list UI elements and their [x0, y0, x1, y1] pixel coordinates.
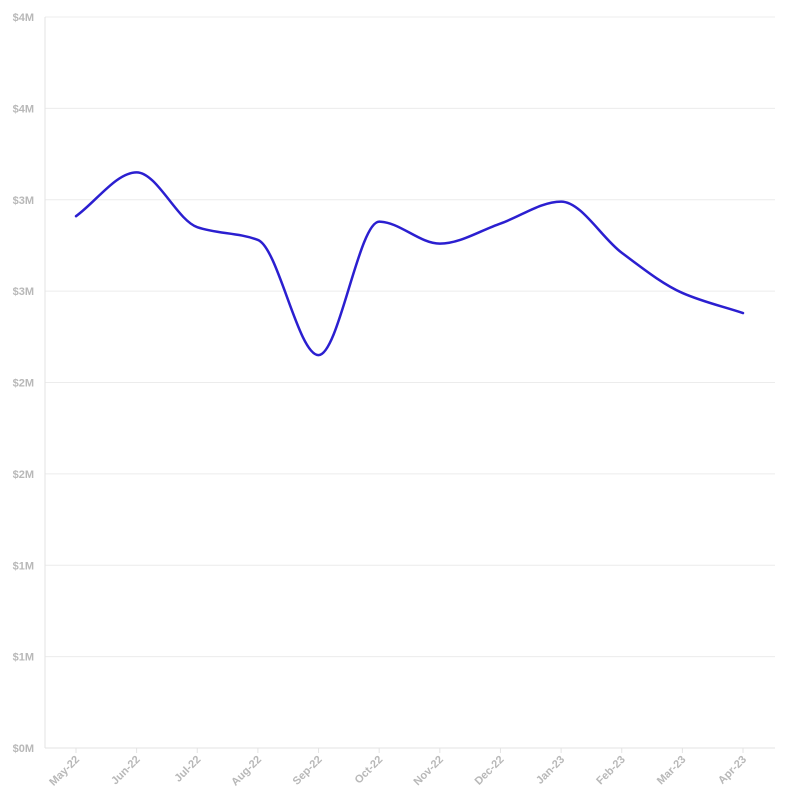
- x-tick-label: Sep-22: [291, 754, 325, 788]
- x-tick-label: May-22: [47, 754, 82, 789]
- x-tick-label: Feb-23: [594, 754, 628, 788]
- y-tick-label: $2M: [13, 469, 34, 481]
- series-line: [74, 171, 745, 357]
- x-tick-label: Aug-22: [229, 754, 264, 789]
- gridlines: [45, 16, 775, 658]
- y-tick-label: $1M: [13, 652, 34, 664]
- y-tick-label: $1M: [13, 560, 34, 572]
- y-tick-label: $3M: [13, 195, 34, 207]
- series-group: [74, 171, 745, 357]
- y-tick-label: $0M: [13, 743, 34, 755]
- y-axis-ticks: $0M $1M $1M $2M $2M $3M $3M $4M $4M: [13, 12, 34, 755]
- x-tick-label: Oct-22: [353, 754, 386, 787]
- x-tick-label: Jan-23: [534, 754, 567, 787]
- y-tick-label: $4M: [13, 103, 34, 115]
- x-tick-label: Jul-22: [172, 754, 203, 785]
- y-tick-label: $3M: [13, 286, 34, 298]
- x-tick-label: Jun-22: [109, 754, 143, 788]
- x-tick-label: Mar-23: [655, 754, 689, 788]
- x-tick-label: Apr-23: [716, 754, 749, 787]
- x-tick-label: Dec-22: [473, 754, 507, 788]
- x-axis-ticks: May-22 Jun-22 Jul-22 Aug-22 Sep-22 Oct-22 Nov-…: [47, 748, 749, 788]
- y-tick-label: $2M: [13, 378, 34, 390]
- x-tick-label: Nov-22: [412, 754, 446, 788]
- axes: [44, 17, 775, 749]
- y-tick-label: $4M: [13, 12, 34, 24]
